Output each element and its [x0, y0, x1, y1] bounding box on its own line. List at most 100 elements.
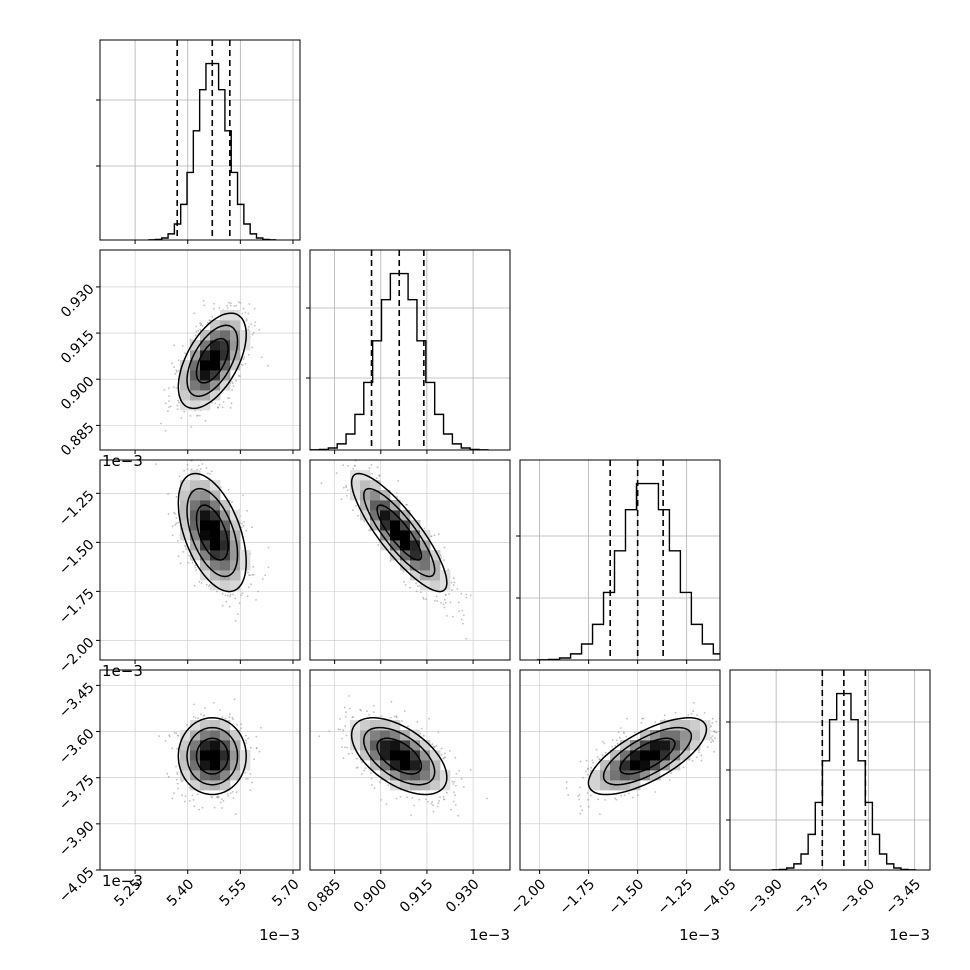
y-tick-label: 0.885 [58, 420, 98, 460]
sample-point [186, 463, 189, 466]
density-cell [360, 480, 371, 491]
sample-point [366, 710, 368, 713]
sample-point [251, 526, 253, 529]
x-scale-label: 1e−3 [259, 926, 300, 944]
sample-point [222, 800, 225, 802]
density-cell [430, 780, 441, 791]
sample-point [403, 710, 406, 712]
density-cell [400, 780, 411, 791]
sample-point [641, 717, 643, 720]
sample-point [577, 795, 580, 797]
sample-point [455, 773, 458, 775]
density-cell [190, 480, 201, 491]
density-cell [210, 750, 221, 761]
density-cell [230, 760, 241, 771]
density-cell [390, 730, 401, 741]
density-cell [380, 720, 391, 731]
sample-point [228, 301, 230, 304]
sample-point [440, 557, 443, 559]
sample-point [180, 417, 183, 419]
density-cell [180, 480, 191, 491]
sample-point [373, 787, 376, 789]
sample-point [218, 306, 221, 309]
sample-point [585, 759, 588, 762]
sample-point [461, 609, 464, 612]
sample-point [715, 720, 718, 723]
sample-point [189, 415, 192, 417]
density-contour [195, 737, 229, 775]
sample-point [184, 795, 187, 797]
sample-point [258, 328, 261, 331]
y-tick-label: −1.50 [56, 537, 98, 579]
density-cell [200, 370, 211, 381]
sample-point [175, 496, 178, 498]
sample-point [233, 698, 236, 701]
sample-point [185, 548, 188, 550]
density-cell [220, 350, 231, 361]
sample-point [401, 720, 403, 722]
sample-point [267, 365, 269, 367]
sample-point [452, 584, 455, 587]
sample-point [348, 695, 350, 697]
density-cell [230, 360, 241, 371]
density-cell [190, 750, 201, 761]
sample-point [364, 767, 367, 769]
density-cell [430, 760, 441, 771]
sample-point [171, 534, 174, 537]
sample-point [355, 767, 358, 769]
sample-point [432, 804, 434, 807]
density-cell [200, 520, 211, 531]
sample-point [174, 512, 177, 515]
sample-point [453, 781, 456, 783]
density-cell [220, 380, 231, 391]
sample-point [247, 312, 250, 315]
density-cell [230, 540, 241, 551]
sample-point [462, 622, 464, 625]
sample-point [693, 702, 695, 704]
sample-point [376, 466, 379, 468]
sample-point [182, 551, 185, 553]
y-tick-label: −4.05 [56, 864, 98, 906]
sample-point [167, 387, 170, 389]
sample-point [164, 402, 167, 404]
sample-point [235, 379, 238, 382]
sample-point [168, 406, 171, 408]
sample-point [597, 798, 599, 801]
sample-point [422, 734, 425, 737]
sample-point [347, 465, 349, 467]
sample-point [355, 438, 357, 440]
sample-point [245, 318, 248, 320]
sample-point [242, 524, 245, 527]
sample-point [409, 586, 411, 589]
sample-point [578, 798, 580, 801]
sample-point [245, 319, 248, 322]
density-cell [210, 520, 221, 531]
sample-point [415, 590, 418, 593]
sample-point [437, 802, 440, 805]
density-cell [210, 390, 221, 401]
sample-point [178, 369, 180, 372]
density-cell [600, 770, 611, 781]
sample-point [203, 304, 206, 307]
sample-point [339, 728, 342, 731]
density-cell [400, 770, 411, 781]
sample-point [444, 601, 447, 604]
sample-point [255, 747, 258, 750]
sample-point [443, 598, 446, 601]
sample-point [175, 778, 178, 781]
density-cell [200, 340, 211, 351]
density-cell [190, 530, 201, 541]
sample-point [344, 716, 347, 718]
density-cell [410, 730, 421, 741]
sample-point [249, 773, 252, 775]
sample-point [451, 780, 454, 783]
sample-point [230, 402, 233, 405]
sample-point [198, 808, 201, 811]
sample-point [402, 570, 405, 573]
sample-point [448, 750, 451, 752]
sample-point [436, 805, 439, 808]
density-cell [670, 730, 681, 741]
sample-point [169, 405, 172, 408]
sample-point [197, 717, 200, 719]
sample-point [419, 591, 422, 594]
